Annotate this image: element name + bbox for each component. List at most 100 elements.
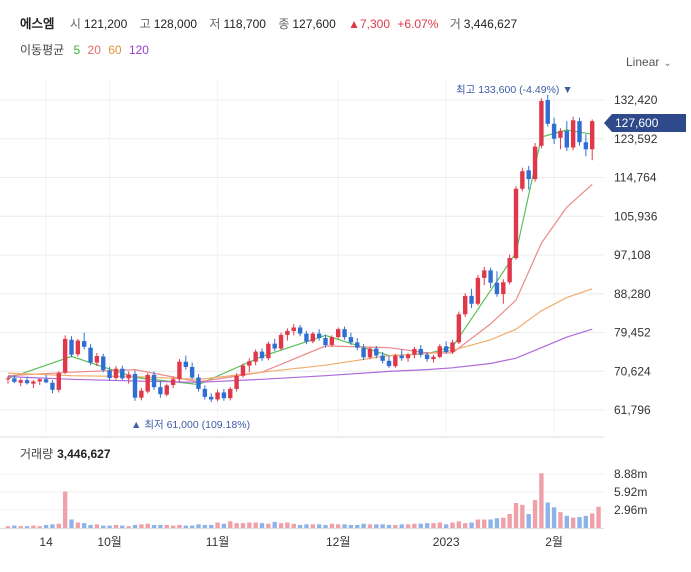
candle-body bbox=[558, 130, 563, 138]
volume-bar bbox=[202, 524, 208, 528]
candle bbox=[374, 345, 379, 359]
ma-20-label[interactable]: 20 bbox=[87, 43, 101, 57]
candle-body bbox=[94, 355, 100, 363]
candle bbox=[577, 117, 582, 146]
candle bbox=[82, 332, 87, 350]
close-value: 127,600 bbox=[292, 17, 336, 31]
candle bbox=[526, 165, 531, 190]
max-value: 133,600 bbox=[478, 84, 516, 96]
ma-120-label[interactable]: 120 bbox=[128, 43, 149, 57]
candle-body bbox=[170, 379, 176, 385]
x-tick-label: 2월 bbox=[545, 535, 563, 549]
candle-body bbox=[545, 100, 550, 124]
volume-bar bbox=[316, 524, 322, 528]
candle-body bbox=[297, 327, 303, 334]
candle bbox=[316, 329, 322, 341]
candle-body bbox=[43, 379, 49, 383]
volume-bar bbox=[513, 503, 519, 528]
candle bbox=[221, 388, 227, 401]
candle-body bbox=[564, 130, 569, 148]
candle-body bbox=[355, 342, 360, 348]
volume-value: 3,446,627 bbox=[57, 447, 111, 461]
candle bbox=[43, 374, 49, 384]
candle bbox=[291, 323, 296, 336]
candle bbox=[101, 353, 106, 373]
candle-body bbox=[494, 282, 500, 295]
volume-bar bbox=[94, 524, 100, 528]
candle bbox=[126, 371, 131, 384]
candle-body bbox=[56, 373, 61, 390]
candle bbox=[583, 134, 589, 157]
volume-bar bbox=[424, 523, 430, 528]
volume-bar bbox=[145, 523, 150, 528]
volume-bar bbox=[463, 523, 468, 528]
volume-bar bbox=[196, 524, 201, 528]
candle-body bbox=[329, 337, 335, 346]
volume-bar bbox=[101, 525, 106, 528]
candle bbox=[463, 293, 468, 317]
volume-bar bbox=[170, 525, 176, 528]
candle-body bbox=[151, 374, 157, 388]
candle bbox=[450, 339, 455, 354]
candle bbox=[310, 331, 315, 344]
candle-body bbox=[69, 339, 74, 355]
candle-body bbox=[120, 368, 125, 379]
price-tick-label: 88,280 bbox=[614, 287, 651, 301]
candle-body bbox=[88, 347, 93, 363]
candle bbox=[88, 344, 93, 366]
volume-bar bbox=[393, 524, 398, 528]
candle bbox=[196, 373, 201, 392]
volume-bar bbox=[564, 515, 569, 528]
candle-body bbox=[209, 396, 214, 400]
volume-bar bbox=[37, 526, 42, 528]
candle-body bbox=[443, 346, 449, 353]
candle bbox=[532, 143, 538, 182]
candle bbox=[75, 338, 81, 357]
ma-60-label[interactable]: 60 bbox=[108, 43, 122, 57]
candle bbox=[151, 371, 157, 390]
candle-body bbox=[393, 355, 398, 367]
candle-body bbox=[164, 385, 169, 395]
min-pct: (109.18%) bbox=[202, 419, 250, 431]
volume-bar bbox=[539, 473, 544, 528]
volume-bar bbox=[247, 522, 252, 528]
candle-body bbox=[75, 340, 81, 355]
volume-bar bbox=[577, 517, 582, 528]
volume-bar bbox=[12, 525, 17, 528]
price-tick-label: 79,452 bbox=[614, 326, 651, 340]
candle bbox=[551, 117, 557, 144]
volume-bar bbox=[583, 515, 589, 528]
ma-5-label[interactable]: 5 bbox=[73, 43, 81, 57]
candle bbox=[266, 341, 271, 361]
volume-bar bbox=[266, 523, 271, 528]
scale-dropdown[interactable]: Linear ⌄ bbox=[626, 55, 672, 69]
candle bbox=[107, 366, 112, 382]
svg-text:최고 133,600 (-4.49%: 최고 133,600 (-4.49%) ▼ bbox=[456, 84, 573, 96]
candle-body bbox=[532, 146, 538, 180]
chevron-down-icon: ⌄ bbox=[663, 58, 672, 69]
volume-bar bbox=[590, 513, 595, 528]
volume-header-label: 거 bbox=[449, 17, 461, 31]
candle bbox=[18, 378, 23, 387]
volume-bar bbox=[88, 524, 93, 528]
candle-body bbox=[113, 368, 119, 378]
candle-body bbox=[62, 338, 68, 373]
candle-body bbox=[469, 295, 474, 304]
volume-bar bbox=[75, 522, 81, 528]
candle bbox=[113, 366, 119, 380]
volume-bar bbox=[31, 525, 36, 528]
candle-body bbox=[278, 334, 284, 349]
candle-body bbox=[107, 370, 112, 378]
high-label: 고 bbox=[139, 17, 151, 31]
candle-body bbox=[145, 374, 150, 392]
candle bbox=[285, 328, 290, 341]
candle-body bbox=[253, 351, 258, 362]
volume-bar bbox=[494, 518, 500, 528]
volume-bar bbox=[405, 524, 411, 528]
candle-body bbox=[221, 392, 227, 399]
volume-bar bbox=[361, 523, 366, 528]
volume-bar bbox=[132, 524, 138, 528]
candle-body bbox=[189, 366, 195, 378]
min-label: 최저 bbox=[144, 419, 163, 431]
